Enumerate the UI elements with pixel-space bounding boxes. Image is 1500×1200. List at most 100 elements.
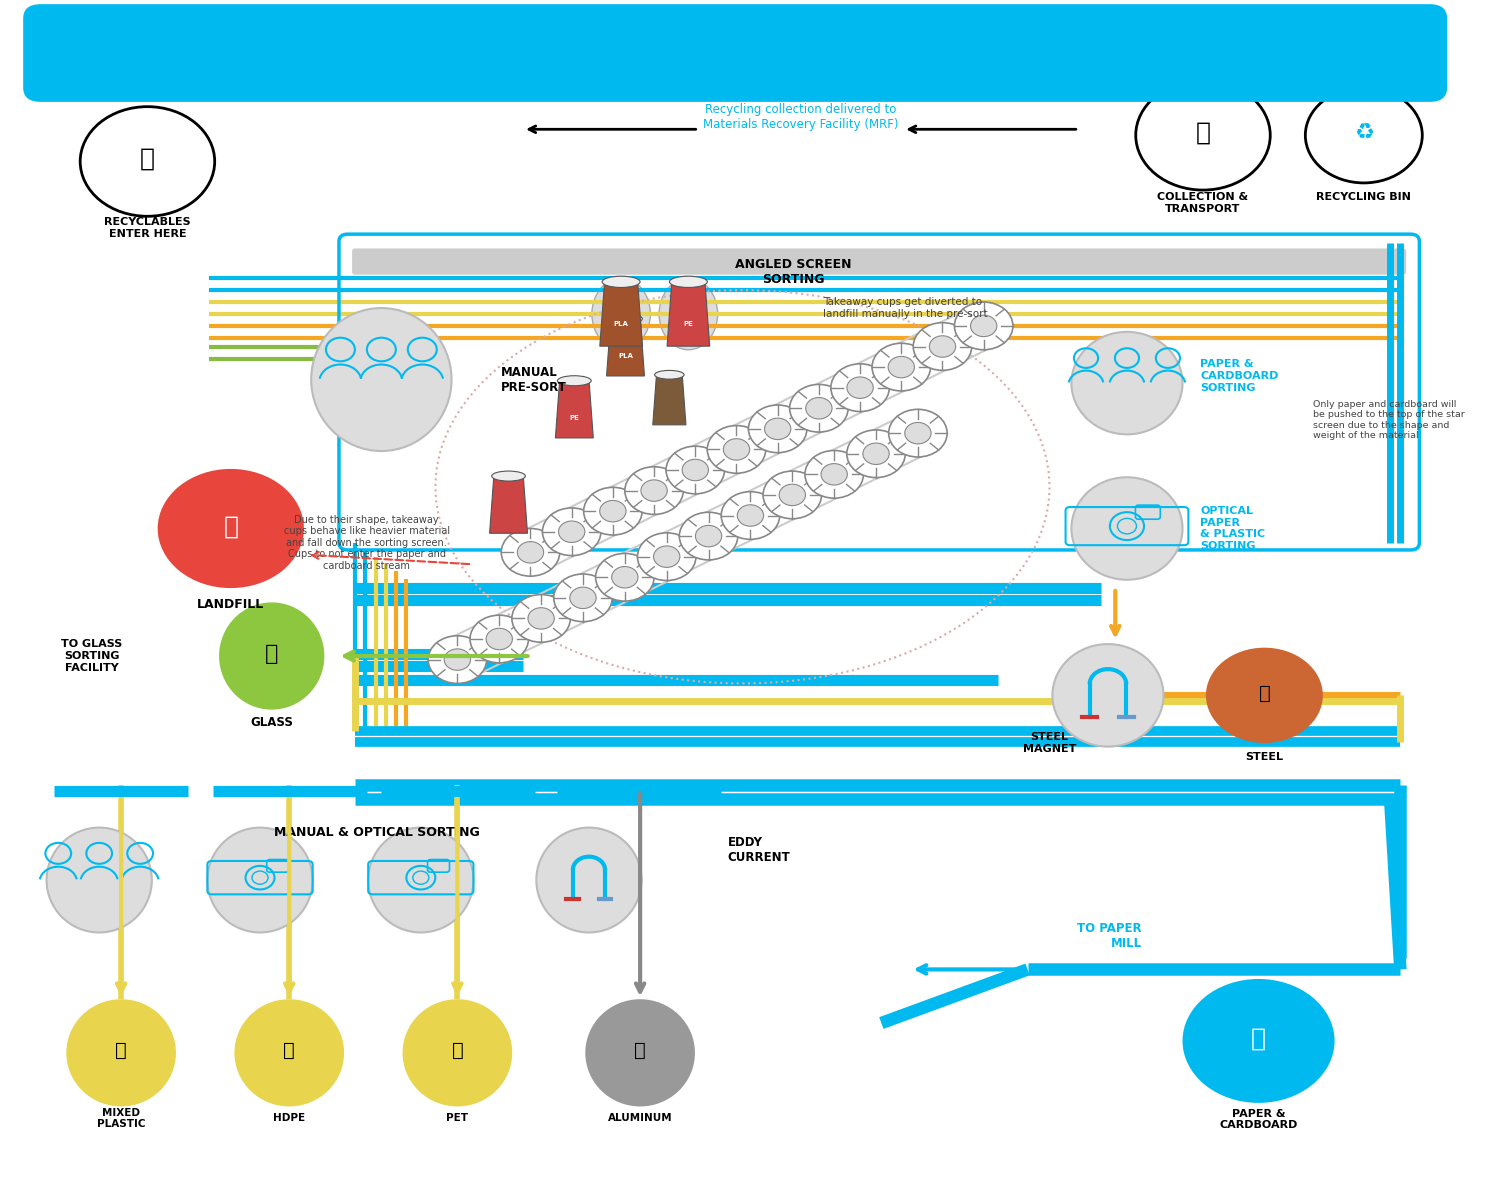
Polygon shape — [555, 380, 594, 438]
Circle shape — [554, 574, 612, 622]
Text: PLA: PLA — [618, 353, 633, 359]
Text: Recycling collection delivered to
Materials Recovery Facility (MRF): Recycling collection delivered to Materi… — [704, 103, 898, 131]
Text: Due to their shape, takeaway
cups behave like heavier material
and fall down the: Due to their shape, takeaway cups behave… — [284, 515, 450, 571]
Circle shape — [612, 566, 638, 588]
Circle shape — [486, 629, 513, 649]
Ellipse shape — [368, 828, 474, 932]
Circle shape — [680, 512, 738, 560]
Circle shape — [914, 323, 972, 371]
Circle shape — [558, 521, 585, 542]
Polygon shape — [489, 476, 528, 533]
Circle shape — [1305, 88, 1422, 182]
Text: RECYCLING BIN: RECYCLING BIN — [1317, 192, 1412, 203]
Polygon shape — [652, 374, 686, 425]
Text: EDDY
CURRENT: EDDY CURRENT — [728, 836, 790, 864]
Polygon shape — [600, 282, 642, 346]
Circle shape — [765, 418, 790, 439]
Text: RECYCLABLES
ENTER HERE: RECYCLABLES ENTER HERE — [104, 217, 190, 239]
Ellipse shape — [1071, 478, 1182, 580]
Circle shape — [904, 422, 932, 444]
Text: PE: PE — [684, 320, 693, 326]
FancyBboxPatch shape — [352, 248, 1406, 275]
Ellipse shape — [585, 1000, 694, 1106]
Text: STEEL: STEEL — [1245, 752, 1284, 762]
Circle shape — [1182, 979, 1335, 1103]
Text: 🥫: 🥫 — [634, 1040, 646, 1060]
Ellipse shape — [310, 308, 452, 451]
Circle shape — [723, 439, 750, 460]
Ellipse shape — [592, 278, 651, 349]
Ellipse shape — [1053, 644, 1164, 746]
Circle shape — [1136, 80, 1270, 190]
Circle shape — [470, 616, 528, 662]
Circle shape — [596, 553, 654, 601]
Ellipse shape — [492, 472, 525, 481]
Circle shape — [871, 343, 930, 391]
Ellipse shape — [66, 1000, 176, 1106]
Text: Takeaway cups get diverted to
landfill manually in the pre-sort: Takeaway cups get diverted to landfill m… — [824, 298, 987, 319]
Circle shape — [862, 443, 889, 464]
Text: STEEL
MAGNET: STEEL MAGNET — [1023, 732, 1076, 754]
Circle shape — [666, 446, 724, 494]
Ellipse shape — [654, 371, 684, 379]
Ellipse shape — [402, 1000, 512, 1106]
Text: TO GLASS
SORTING
FACILITY: TO GLASS SORTING FACILITY — [62, 640, 123, 673]
Ellipse shape — [1071, 332, 1182, 434]
Text: 🪣: 🪣 — [1258, 684, 1270, 702]
Circle shape — [1206, 648, 1323, 743]
Text: 🍶: 🍶 — [452, 1040, 464, 1060]
Ellipse shape — [602, 276, 640, 288]
Ellipse shape — [219, 602, 324, 709]
Text: PAPER &
CARDBOARD
SORTING: PAPER & CARDBOARD SORTING — [1200, 359, 1278, 392]
Circle shape — [847, 430, 906, 478]
Circle shape — [640, 480, 668, 502]
FancyBboxPatch shape — [22, 4, 1448, 102]
Circle shape — [888, 409, 946, 457]
Polygon shape — [668, 282, 710, 346]
Circle shape — [501, 528, 560, 576]
Text: Only paper and cardboard will
be pushed to the top of the star
screen due to the: Only paper and cardboard will be pushed … — [1312, 400, 1464, 440]
Ellipse shape — [658, 278, 717, 349]
Text: PE: PE — [570, 415, 579, 421]
Circle shape — [638, 533, 696, 581]
Circle shape — [518, 541, 543, 563]
Circle shape — [696, 526, 721, 547]
Circle shape — [80, 107, 214, 216]
Circle shape — [930, 336, 956, 358]
Text: LANDFILL: LANDFILL — [196, 599, 264, 611]
Text: ♻: ♻ — [1354, 122, 1374, 143]
Circle shape — [706, 426, 765, 473]
Ellipse shape — [669, 276, 708, 288]
Circle shape — [528, 607, 555, 629]
Circle shape — [778, 484, 806, 505]
Ellipse shape — [207, 828, 312, 932]
Circle shape — [970, 316, 998, 337]
Text: PAPER &
CARDBOARD: PAPER & CARDBOARD — [1220, 1109, 1298, 1130]
Circle shape — [543, 508, 602, 556]
Circle shape — [600, 500, 625, 522]
Text: ANGLED SCREEN
SORTING: ANGLED SCREEN SORTING — [735, 258, 852, 287]
Ellipse shape — [537, 828, 642, 932]
Text: ALUMINUM: ALUMINUM — [608, 1114, 672, 1123]
Circle shape — [748, 404, 807, 452]
Circle shape — [570, 587, 596, 608]
Circle shape — [806, 450, 864, 498]
Text: 🚛: 🚛 — [1196, 121, 1210, 145]
Circle shape — [806, 397, 832, 419]
Circle shape — [654, 546, 680, 568]
Circle shape — [789, 384, 847, 432]
Text: PET: PET — [447, 1114, 468, 1123]
Text: OPTICAL
PAPER
& PLASTIC
SORTING: OPTICAL PAPER & PLASTIC SORTING — [1200, 506, 1264, 551]
Text: HDPE: HDPE — [273, 1114, 306, 1123]
Text: 🧴: 🧴 — [116, 1040, 128, 1060]
Circle shape — [722, 492, 780, 539]
Circle shape — [512, 594, 570, 642]
Ellipse shape — [234, 1000, 344, 1106]
Text: COLLECTION &
TRANSPORT: COLLECTION & TRANSPORT — [1158, 192, 1248, 214]
Circle shape — [444, 649, 471, 671]
Ellipse shape — [46, 828, 152, 932]
Circle shape — [764, 472, 822, 518]
Text: MANUAL
PRE-SORT: MANUAL PRE-SORT — [501, 366, 567, 394]
Circle shape — [954, 302, 1012, 349]
Text: 🛍: 🛍 — [224, 514, 238, 538]
